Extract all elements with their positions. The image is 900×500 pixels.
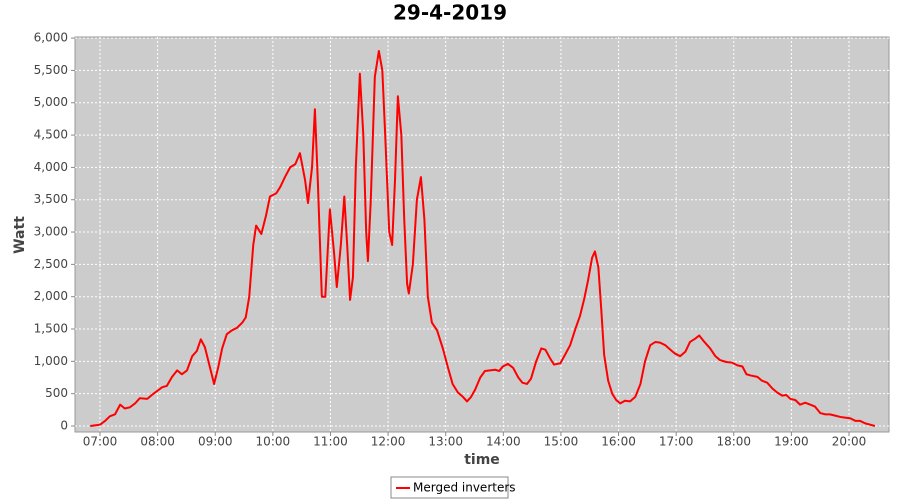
x-tick-label: 13:00 bbox=[428, 435, 463, 449]
data-line bbox=[90, 50, 876, 427]
x-axis-label: time bbox=[464, 452, 500, 468]
y-tick-label: 4,000 bbox=[34, 160, 68, 174]
legend-label: Merged inverters bbox=[413, 481, 516, 495]
y-tick-label: 2,000 bbox=[34, 289, 68, 303]
x-tick-label: 18:00 bbox=[716, 435, 751, 449]
y-tick-label: 3,000 bbox=[34, 225, 68, 239]
y-tick-label: 1,500 bbox=[34, 322, 68, 336]
x-tick-label: 16:00 bbox=[601, 435, 636, 449]
chart-title: 29-4-2019 bbox=[393, 1, 507, 25]
y-tick-label: 2,500 bbox=[34, 257, 68, 271]
plot-area bbox=[74, 36, 890, 433]
y-tick-label: 3,500 bbox=[34, 192, 68, 206]
x-tick-label: 11:00 bbox=[313, 435, 348, 449]
x-tick-label: 10:00 bbox=[256, 435, 291, 449]
x-tick-label: 20:00 bbox=[832, 435, 867, 449]
y-tick-label: 6,000 bbox=[34, 31, 68, 45]
x-tick-label: 14:00 bbox=[486, 435, 521, 449]
x-tick-label: 07:00 bbox=[83, 435, 118, 449]
y-tick-label: 4,500 bbox=[34, 128, 68, 142]
x-tick-label: 19:00 bbox=[774, 435, 809, 449]
x-tick-label: 17:00 bbox=[659, 435, 694, 449]
legend-box bbox=[390, 476, 509, 499]
y-tick-label: 5,000 bbox=[34, 95, 68, 109]
x-tick-label: 09:00 bbox=[198, 435, 233, 449]
y-axis-label: Watt bbox=[12, 216, 28, 254]
y-tick-label: 500 bbox=[45, 386, 68, 400]
x-tick-label: 15:00 bbox=[544, 435, 579, 449]
x-tick-label: 08:00 bbox=[140, 435, 175, 449]
y-tick-label: 0 bbox=[60, 418, 68, 432]
y-tick-label: 1,000 bbox=[34, 354, 68, 368]
x-tick-label: 12:00 bbox=[371, 435, 406, 449]
y-tick-label: 5,500 bbox=[34, 63, 68, 77]
